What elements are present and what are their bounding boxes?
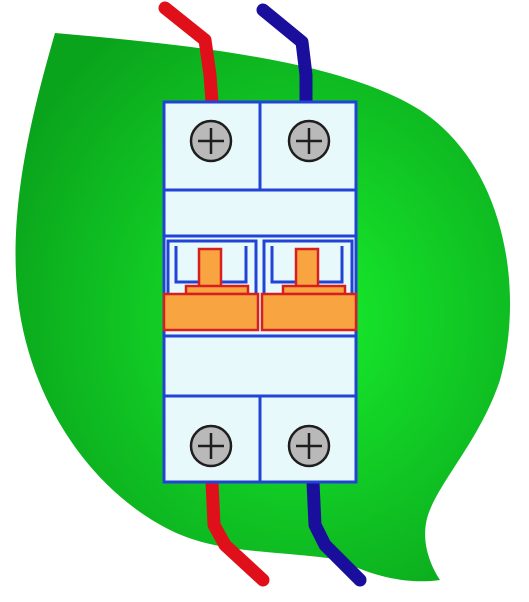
lever-right-handle xyxy=(260,292,358,332)
phase-wire-bottom xyxy=(205,475,270,587)
neutral-wire-bottom xyxy=(306,475,367,587)
lever-left-knob xyxy=(197,247,223,291)
lever-left-handle xyxy=(162,292,260,332)
lever-right-knob xyxy=(294,247,320,291)
lower-band xyxy=(162,334,358,398)
screw-terminal-icon xyxy=(287,119,331,163)
screw-terminal-icon xyxy=(287,424,331,468)
upper-band xyxy=(162,188,358,238)
toggle-lever-icon xyxy=(162,247,358,332)
phase-wire-top xyxy=(158,1,219,109)
neutral-wire-top xyxy=(256,3,313,109)
screw-terminal-icon xyxy=(189,119,233,163)
screw-terminals xyxy=(189,119,331,468)
screw-terminal-icon xyxy=(189,424,233,468)
